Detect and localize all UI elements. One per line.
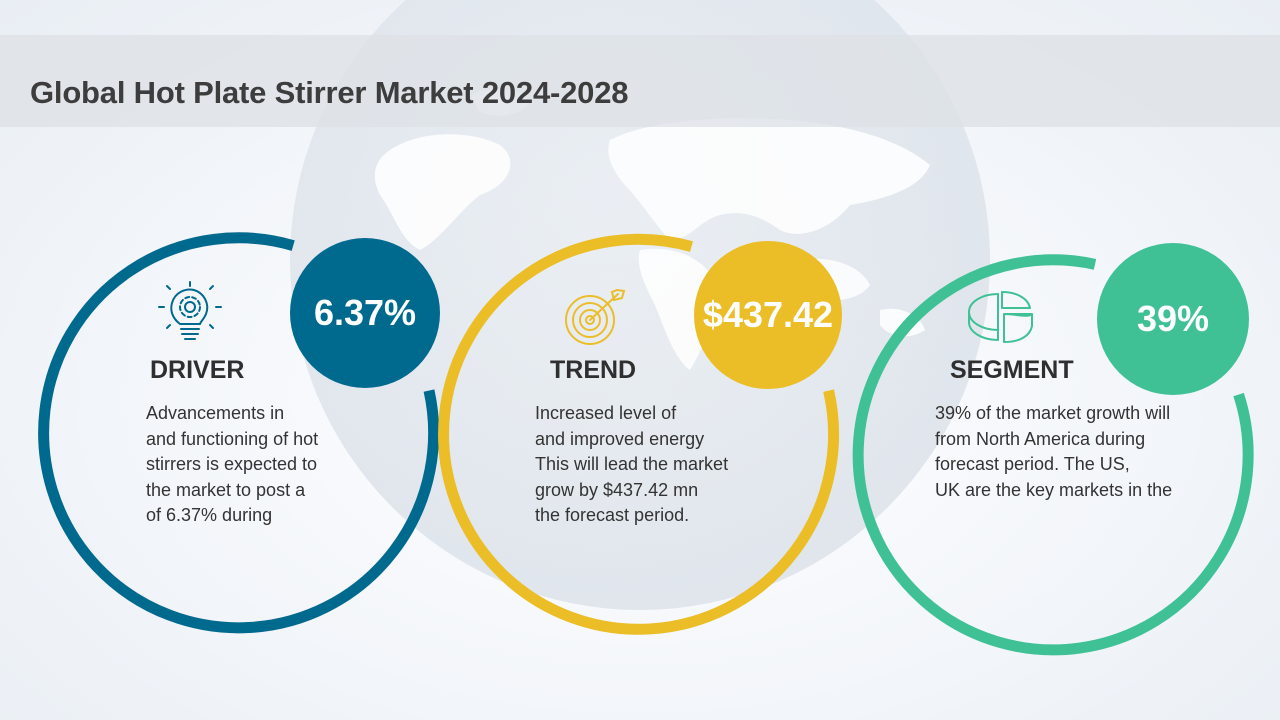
driver-line: and functioning of hot — [146, 428, 319, 449]
trend-heading: TREND — [550, 356, 637, 384]
segment-badge-value: 39% — [1136, 298, 1210, 339]
trend-line: grow by $437.42 mn — [535, 479, 699, 500]
segment-line: from North America during — [935, 428, 1146, 449]
lightbulb-gear-icon — [158, 281, 222, 340]
segment-ring — [852, 254, 1254, 656]
segment-description: 39% of the market growth will from North… — [935, 401, 1172, 503]
segment-line: UK are the key markets in the — [935, 479, 1173, 500]
trend-line: the forecast period. — [535, 505, 690, 525]
trend-badge-value: $437.42 — [702, 294, 834, 335]
segment-badge: 39% — [1097, 243, 1249, 395]
trend-ring — [438, 233, 840, 635]
segment-line: forecast period. The US, — [935, 454, 1130, 474]
target-arrow-icon — [565, 288, 626, 345]
segment-heading: SEGMENT — [950, 356, 1074, 384]
driver-heading: DRIVER — [150, 356, 245, 384]
trend-description: Increased level of and improved energy T… — [535, 401, 728, 529]
trend-line: Increased level of — [535, 403, 677, 423]
driver-ring — [38, 232, 440, 634]
driver-line: of 6.37% during — [146, 505, 273, 525]
title-band — [0, 35, 1280, 127]
trend-line: This will lead the market — [535, 454, 729, 474]
pie-chart-icon — [968, 291, 1033, 343]
page-title: Global Hot Plate Stirrer Market 2024-202… — [30, 75, 629, 110]
driver-badge-value: 6.37% — [313, 292, 417, 333]
driver-description: Advancements in and functioning of hot s… — [146, 401, 318, 529]
trend-line: and improved energy — [535, 428, 705, 449]
trend-badge: $437.42 — [694, 241, 842, 389]
segment-line: 39% of the market growth will — [935, 403, 1171, 423]
driver-line: Advancements in — [146, 403, 285, 423]
driver-line: stirrers is expected to — [146, 454, 318, 474]
driver-badge: 6.37% — [290, 238, 440, 388]
driver-line: the market to post a — [146, 479, 306, 500]
